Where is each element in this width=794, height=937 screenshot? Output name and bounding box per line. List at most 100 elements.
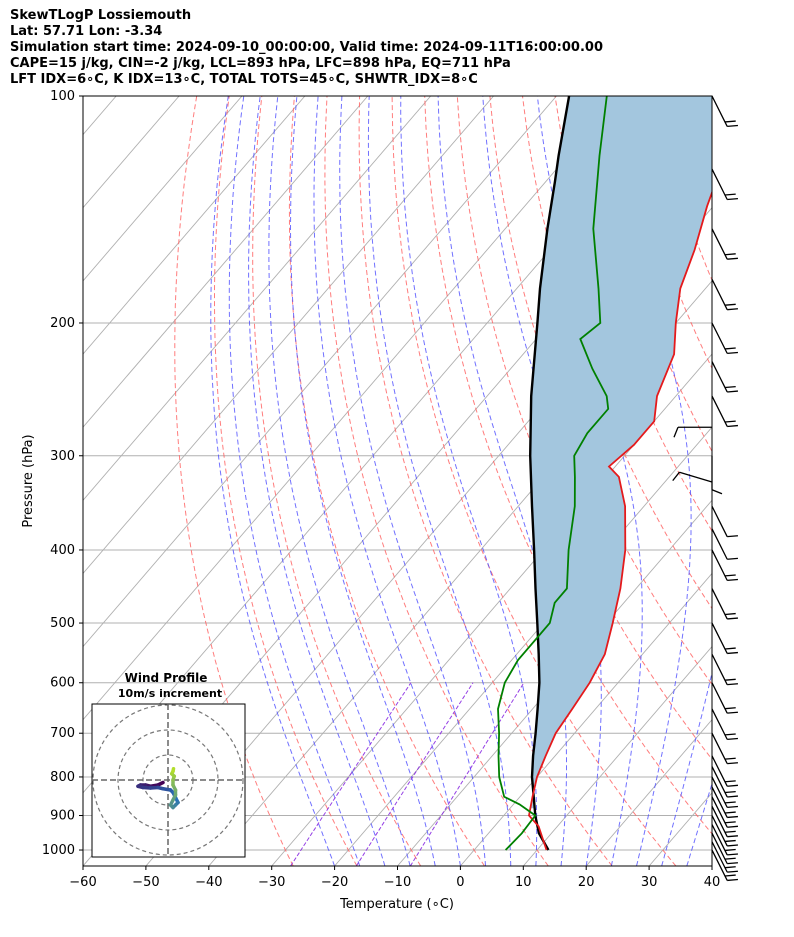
- wind-barb: [711, 395, 738, 428]
- x-tick-label: −50: [132, 875, 159, 890]
- moist-adiabat-line: [604, 96, 692, 866]
- wind-barb-feather: [727, 351, 738, 355]
- wind-barb: [711, 732, 738, 765]
- wind-barb-feather: [724, 757, 736, 760]
- dry-adiabat-line: [391, 96, 677, 866]
- hodograph-trace-segment: [171, 767, 176, 773]
- stability-parameters: CAPE=15 j/kg, CIN=-2 j/kg, LCL=893 hPa, …: [10, 56, 511, 71]
- wind-barb: [711, 708, 738, 741]
- moist-adiabat-line: [248, 96, 386, 866]
- wind-barb-staff: [711, 776, 728, 808]
- dry-adiabat-line: [288, 96, 485, 866]
- wind-barb-feather: [727, 762, 738, 765]
- wind-barb-feather: [724, 347, 736, 350]
- wind-barb-feather: [727, 578, 738, 582]
- wind-barb-feather: [724, 707, 736, 710]
- wind-barb-feather: [727, 197, 738, 201]
- wind-barb-staff: [711, 824, 728, 856]
- wind-barb: [711, 755, 738, 787]
- x-tick-label: −60: [69, 875, 96, 890]
- moist-adiabat-line: [289, 96, 436, 866]
- wind-barb: [711, 776, 738, 809]
- isotherm-line: [83, 96, 557, 648]
- isotherm-line: [83, 96, 432, 501]
- station-title: SkewTLogP Lossiemouth: [10, 8, 192, 23]
- wind-barb-feather: [724, 866, 736, 869]
- hodograph-title: Wind Profile: [125, 671, 208, 685]
- wind-barb-staff: [711, 653, 728, 685]
- wind-barb-feather: [724, 839, 736, 843]
- dry-adiabat-line: [252, 96, 422, 866]
- wind-barb-feather: [727, 535, 738, 538]
- temperature-profile: [528, 189, 712, 851]
- x-tick-label: 20: [578, 875, 595, 890]
- wind-barb-feather: [727, 795, 738, 798]
- chart-header: SkewTLogP Lossiemouth Lat: 57.71 Lon: -3…: [10, 8, 780, 88]
- wind-barb-feather: [724, 678, 736, 681]
- dry-adiabat-line: [718, 96, 794, 866]
- dry-adiabat-line: [214, 96, 358, 866]
- wind-barb: [673, 426, 712, 438]
- wind-barb-feather: [727, 853, 738, 856]
- y-tick-label: 600: [50, 676, 75, 691]
- wind-barb-feather: [727, 557, 738, 560]
- wind-barb-staff: [711, 806, 728, 837]
- wind-barb-feather: [727, 844, 738, 847]
- mixing-ratio-line: [290, 682, 412, 866]
- wind-barb-staff: [711, 755, 728, 787]
- wind-barbs: [672, 95, 738, 882]
- wind-barb-feather: [724, 801, 736, 804]
- wind-barb-feather: [673, 427, 679, 438]
- y-tick-label: 700: [50, 726, 75, 741]
- isotherm-line: [460, 572, 712, 866]
- moist-adiabat-line: [367, 96, 512, 866]
- x-axis-label: Temperature (∘C): [339, 897, 454, 912]
- wind-barb-staff: [711, 549, 728, 581]
- wind-barb-feather: [724, 385, 736, 389]
- wind-barb-feather: [724, 848, 736, 852]
- wind-barb-feather: [724, 874, 736, 877]
- hodograph-inset: Wind Profile 10m/s increment: [91, 671, 246, 858]
- wind-barb-staff: [711, 841, 728, 873]
- wind-barb-feather: [724, 780, 736, 783]
- isotherm-line: [83, 96, 243, 282]
- wind-barb-feather: [727, 651, 738, 655]
- wind-barb: [711, 528, 738, 560]
- dry-adiabat-line: [324, 96, 549, 866]
- mixing-ratio-line: [409, 682, 525, 866]
- axes: Pressure (hPa) Temperature (∘C) 10020030…: [21, 89, 720, 912]
- wind-barb-staff: [679, 471, 713, 483]
- wind-barb-feather: [724, 420, 736, 423]
- wind-barb-feather: [727, 737, 738, 741]
- y-tick-label: 200: [50, 316, 75, 331]
- wind-barb-feather: [724, 193, 736, 196]
- wind-barb-staff: [711, 395, 728, 427]
- wind-barb: [711, 653, 738, 686]
- wind-barb: [711, 796, 738, 828]
- wind-barb: [711, 832, 738, 865]
- wind-barb-feather: [727, 390, 738, 393]
- wind-barb-staff: [711, 682, 728, 714]
- wind-barb-feather: [727, 878, 738, 882]
- wind-barb-feather: [724, 821, 736, 824]
- wind-barb-feather: [727, 805, 738, 809]
- wind-barb-feather: [727, 711, 738, 714]
- wind-barb-staff: [711, 528, 728, 560]
- dry-adiabat-line: [174, 96, 294, 866]
- wind-barb-feather: [724, 120, 736, 123]
- y-tick-label: 1000: [42, 843, 75, 858]
- wind-barb: [711, 849, 738, 882]
- wind-barb-feather: [727, 257, 738, 260]
- wind-barb-feather: [724, 574, 736, 577]
- wind-barb-feather: [727, 784, 738, 787]
- dry-adiabat-line: [587, 96, 712, 453]
- wind-barb: [711, 786, 738, 819]
- wind-barb: [711, 682, 738, 714]
- wind-barb-feather: [727, 825, 738, 828]
- isotherm-line: [83, 96, 369, 428]
- wind-barb: [711, 622, 738, 655]
- dry-adiabat-line: [783, 96, 794, 866]
- wind-barb-staff: [711, 361, 728, 393]
- wind-barb-staff: [711, 588, 728, 620]
